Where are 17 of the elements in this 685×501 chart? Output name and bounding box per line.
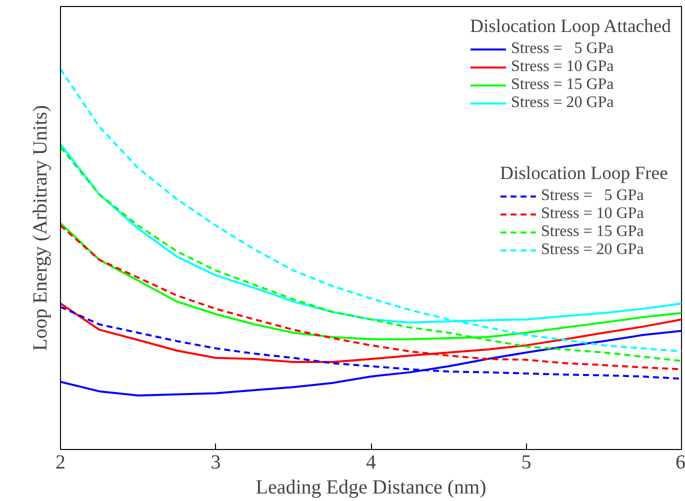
x-tick-label: 5 (521, 452, 532, 474)
text: Dislocation Loop Attached (470, 16, 671, 38)
x-tick-label: 4 (366, 452, 376, 474)
legend-label: Stress = 15 GPa (541, 223, 644, 241)
legend-label: Stress = 5 GPa (541, 187, 644, 205)
legend-label: Stress = 10 GPa (541, 205, 644, 223)
legend-label: Stress = 15 GPa (510, 76, 614, 94)
legend-label: Stress = 20 GPa (510, 94, 614, 112)
x-tick-label: 3 (210, 452, 221, 474)
legend-label: Stress = 20 GPa (541, 241, 644, 259)
x-tick-label: 2 (56, 452, 66, 474)
x-axis-title: Leading Edge Distance (nm) (256, 476, 486, 498)
legend-label: Stress = 10 GPa (510, 58, 614, 76)
annotation: Dislocation Loop Free (500, 163, 668, 185)
legend-label: Stress = 5 GPa (510, 40, 614, 58)
y-axis-title: Loop Energy (Arbitrary Units) (30, 105, 52, 351)
x-tick-label: 6 (676, 452, 685, 474)
